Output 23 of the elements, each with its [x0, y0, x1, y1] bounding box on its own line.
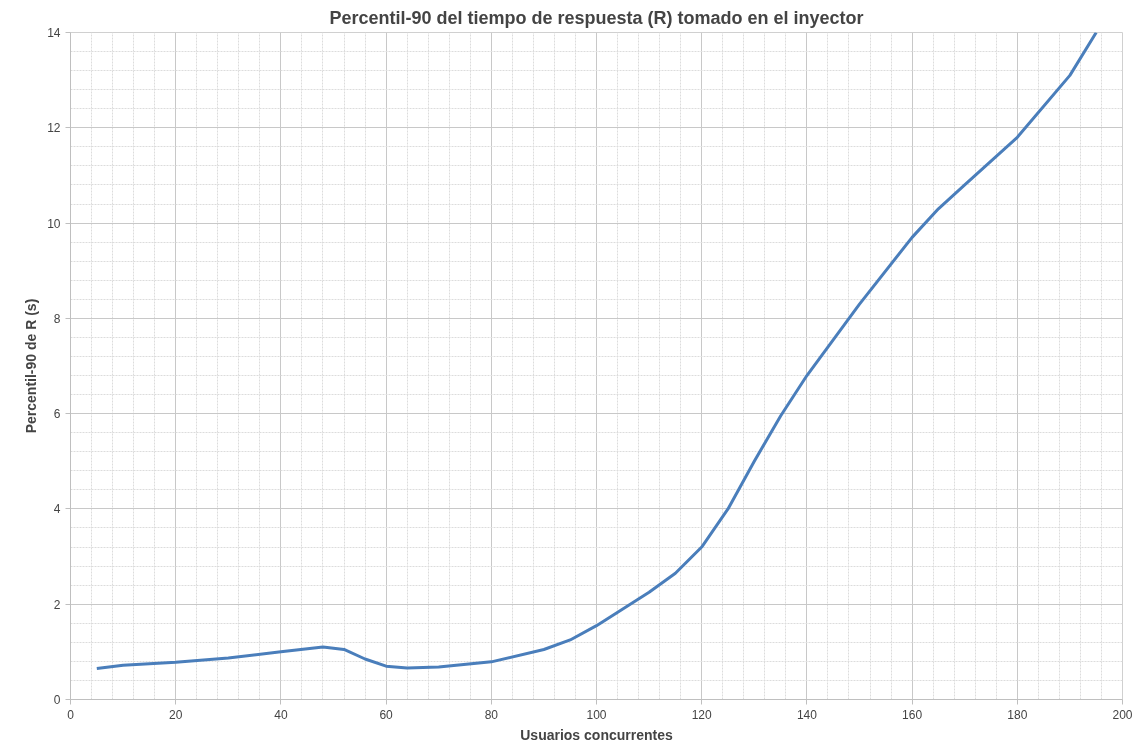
- x-tick-label: 0: [67, 707, 75, 722]
- x-tick-label: 140: [796, 707, 818, 722]
- x-axis-title: Usuarios concurrentes: [520, 726, 673, 743]
- y-tick-label: 4: [53, 502, 61, 517]
- x-tick-label: 20: [169, 707, 183, 722]
- y-tick-label: 6: [53, 407, 61, 422]
- line-series: [95, 32, 1098, 671]
- y-tick-label: 14: [47, 26, 61, 40]
- x-tick-label: 160: [902, 707, 923, 722]
- x-tick-label: 100: [586, 707, 607, 722]
- x-tick-label: 80: [484, 707, 499, 722]
- y-tick-label: 8: [53, 311, 61, 326]
- x-tick-label: 120: [691, 707, 713, 722]
- x-tick-label: 200: [1112, 707, 1133, 722]
- y-axis-title: Percentil-90 de R (s): [23, 298, 40, 434]
- x-tick-label: 40: [274, 707, 288, 722]
- y-tick-label: 12: [47, 121, 61, 136]
- chart-title: Percentil-90 del tiempo de respuesta (R) tomado en el inyector: [329, 7, 864, 28]
- x-tick-label: 180: [1007, 707, 1028, 722]
- x-tick-label: 60: [379, 707, 394, 722]
- y-tick-label: 0: [53, 693, 61, 707]
- y-tick-label: 10: [47, 216, 61, 231]
- y-tick-label: 2: [53, 597, 61, 612]
